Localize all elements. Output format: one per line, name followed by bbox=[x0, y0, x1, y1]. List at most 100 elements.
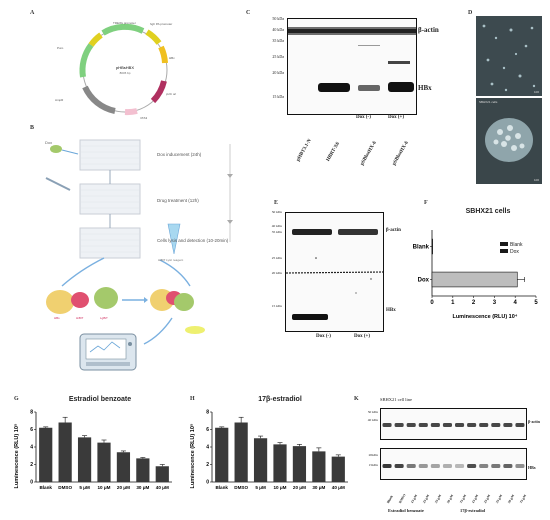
bar bbox=[116, 452, 131, 482]
x-tick-label: 2 bbox=[472, 300, 476, 306]
bar bbox=[136, 458, 150, 482]
x-tick-label: 1 bbox=[451, 300, 455, 306]
kda-tick: 35 kDa bbox=[272, 38, 284, 43]
cell-line-tag: SBHX21 cells bbox=[479, 100, 498, 104]
y-tick-label: 0 bbox=[30, 480, 33, 486]
band bbox=[418, 423, 428, 427]
kda-tick: 25 kDa bbox=[272, 54, 284, 59]
band bbox=[394, 423, 404, 427]
y-tick-label: 4 bbox=[30, 445, 33, 451]
plasmid-label-1: TRE3G promoter bbox=[113, 21, 136, 25]
panel-label-f: F bbox=[424, 200, 428, 206]
legend-item-dox: Dox bbox=[500, 249, 523, 256]
panel-label-h: H bbox=[190, 396, 195, 402]
legend-swatch bbox=[500, 242, 508, 246]
band bbox=[394, 464, 404, 468]
lane-label: 75 μM bbox=[518, 493, 528, 504]
kda-tick: 15kDa bbox=[368, 463, 378, 467]
lane-label: DMSO bbox=[398, 493, 407, 504]
blot-c-lane-2: HBRT-X6 bbox=[326, 141, 341, 163]
blot-k-label-hbx: HBx bbox=[528, 465, 536, 470]
blot-k-kda-bottom: 20kDa 15kDa bbox=[358, 450, 378, 470]
band bbox=[515, 464, 525, 468]
workflow-hibit: HiBiT bbox=[76, 316, 84, 320]
scale-bar-label: 100 bbox=[533, 90, 539, 94]
workflow-hbs: HBs bbox=[54, 316, 60, 320]
chart-h-title: 17β-estradiol bbox=[258, 396, 302, 403]
kda-tick: 40 kDa bbox=[271, 223, 282, 228]
plasmid-label-7: rtTA3 bbox=[140, 116, 147, 120]
blot-c bbox=[287, 18, 417, 115]
bar bbox=[234, 422, 248, 482]
panel-label-g: G bbox=[14, 396, 19, 402]
bar bbox=[431, 238, 433, 255]
blot-k-kda-top: 50 kDa 40 kDa bbox=[358, 408, 378, 424]
x-tick-label: 5 μM bbox=[255, 485, 266, 490]
x-tick-label: 20 μM bbox=[117, 485, 130, 490]
band bbox=[406, 464, 416, 468]
kda-tick: 15 kDa bbox=[271, 303, 282, 308]
blot-c-dox-neg: Dox (-) bbox=[356, 115, 371, 120]
bar bbox=[215, 427, 229, 482]
x-tick-label: 30 μM bbox=[312, 485, 325, 490]
workflow-reagent: HiBiT Lytic reagent bbox=[158, 258, 184, 262]
blot-c-kda-axis: 50 kDa 40 kDa 35 kDa 25 kDa 20 kDa 15 kD… bbox=[258, 17, 284, 99]
y-tick-label: 0 bbox=[206, 480, 209, 486]
band bbox=[430, 423, 440, 427]
band bbox=[455, 423, 465, 427]
x-tick-label: 40 μM bbox=[156, 485, 169, 490]
band bbox=[382, 464, 392, 468]
lane-label: 35 μM bbox=[434, 493, 443, 504]
bar bbox=[253, 438, 268, 482]
band bbox=[430, 464, 440, 468]
lane-label: 35 μM bbox=[494, 493, 503, 504]
band bbox=[455, 464, 465, 468]
kda-tick: 25 kDa bbox=[271, 255, 282, 260]
microscopy-bottom: SBHX21 cells 100 bbox=[476, 98, 542, 184]
blot-e bbox=[285, 212, 384, 332]
x-tick-label: 0 bbox=[430, 300, 434, 306]
band bbox=[467, 464, 477, 468]
band bbox=[406, 423, 416, 427]
legend-swatch bbox=[500, 249, 508, 253]
kda-tick: 15 kDa bbox=[272, 94, 284, 99]
blot-k-label-actin: β-actin bbox=[528, 419, 540, 424]
band bbox=[418, 464, 428, 468]
blot-e-label-hbx: HBx bbox=[386, 308, 396, 313]
kda-tick: 20 kDa bbox=[271, 271, 282, 275]
x-tick-label: 5 μM bbox=[79, 485, 90, 490]
bar bbox=[331, 456, 345, 482]
chart-f-title: SBHX21 cells bbox=[465, 208, 511, 215]
blot-c-lane-3: pSBbstHX-6 bbox=[360, 140, 378, 167]
y-tick-label: 6 bbox=[206, 427, 209, 433]
blot-c-label-actin: β-actin bbox=[418, 26, 439, 34]
x-tick-label: DMSO bbox=[234, 485, 248, 490]
blot-k-actin bbox=[380, 408, 527, 440]
chart-g-ylabel: Luminescence (RLU) 10⁵ bbox=[14, 423, 20, 488]
y-tick-label: 8 bbox=[30, 410, 33, 416]
lane-label: 25 μM bbox=[422, 493, 431, 504]
plasmid-map: pHBsHBX 8045 bp TRE3G promoter hgh PA pr… bbox=[55, 21, 177, 120]
bar bbox=[97, 442, 111, 482]
kda-tick: 50 kDa bbox=[367, 410, 378, 414]
bar bbox=[292, 446, 307, 482]
x-tick-label: Blank bbox=[39, 485, 52, 490]
plasmid-label-6: Puro bbox=[57, 46, 64, 50]
blot-c-lane-4: pSBbstHX-6 bbox=[392, 140, 410, 167]
plasmid-label-4: pUC ori bbox=[166, 92, 177, 96]
bar bbox=[273, 444, 287, 482]
workflow-dox-label: Dox bbox=[45, 140, 53, 145]
kda-tick: 40 kDa bbox=[367, 418, 378, 422]
blot-c-dox-pos: Dox (+) bbox=[388, 115, 405, 120]
bar bbox=[77, 437, 92, 482]
chart-g-title: Estradiol benzoate bbox=[68, 396, 132, 403]
x-tick-label: 40 μM bbox=[332, 485, 345, 490]
plasmid-label-2: hgh PA promoter bbox=[150, 22, 172, 26]
blot-k-lane-labels: Blank DMSO 15 μM 25 μM 35 μM 50 μM 75 μM 15 μM 2… bbox=[380, 480, 528, 506]
bar bbox=[155, 466, 169, 482]
y-tick-label: 8 bbox=[206, 410, 209, 416]
y-tick-label: Blank bbox=[413, 245, 430, 251]
x-tick-label: 3 bbox=[493, 300, 497, 306]
microscopy-top: 100 bbox=[476, 16, 542, 96]
legend-item-blank: Blank bbox=[500, 242, 523, 249]
